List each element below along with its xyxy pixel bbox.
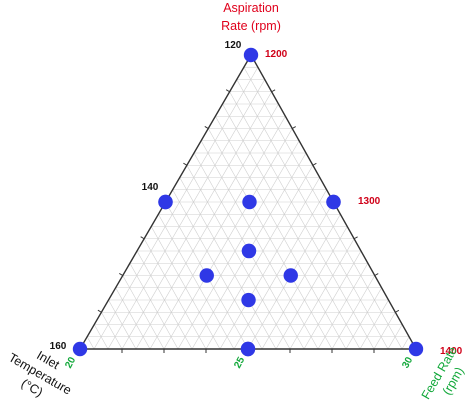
data-points: [72, 47, 424, 357]
bottom-axis-title: Feed Rate(rpm): [419, 344, 467, 402]
data-point: [158, 194, 173, 210]
grid-line: [101, 312, 123, 350]
left-edge-tick: [183, 162, 188, 166]
grid-line: [149, 116, 286, 350]
left-edge-tick: [119, 273, 124, 276]
right-edge-tick: [374, 273, 379, 276]
grid-line: [289, 238, 355, 350]
data-point: [199, 268, 214, 283]
grid-line: [401, 336, 410, 350]
left-edge-tick: [204, 126, 209, 129]
grid-line: [233, 189, 327, 350]
bottom-axis-tick-label: 30: [400, 355, 415, 370]
grid-line: [177, 140, 300, 350]
grid-line: [205, 165, 314, 350]
data-point: [408, 341, 424, 357]
grid-line: [186, 165, 291, 350]
tick-labels: 120 140 160 1200 1300 1400 20 25 30: [50, 40, 463, 370]
grid-line: [143, 238, 207, 350]
data-point: [241, 243, 257, 259]
right-edge-tick: [353, 236, 358, 240]
left-axis-tick-label: 140: [142, 182, 159, 193]
grid-line: [172, 189, 263, 350]
right-edge-tick: [292, 126, 296, 129]
grid-line: [373, 312, 396, 350]
grid-line: [236, 79, 389, 350]
data-point: [241, 292, 256, 308]
grid-line: [345, 287, 382, 350]
grid-line: [86, 336, 95, 350]
top-axis-tick-label: 1200: [265, 49, 288, 60]
data-point: [72, 341, 88, 357]
right-edge-tick: [395, 309, 400, 313]
top-axis-tick-label: 1300: [358, 196, 381, 207]
left-edge-tick: [140, 236, 145, 240]
data-point: [242, 194, 257, 210]
right-edge-tick: [312, 162, 317, 166]
bottom-axis-tick-label: 20: [63, 355, 78, 370]
data-point: [240, 341, 256, 357]
tick-marks: [97, 89, 400, 353]
grid-line: [222, 103, 361, 350]
bottom-axis-tick-label: 25: [232, 355, 247, 370]
grid-line: [243, 67, 403, 350]
grid-line: [229, 91, 375, 350]
top-axis-title-line: Rate (rpm): [221, 19, 281, 33]
grid-line: [129, 263, 179, 350]
top-axis-tick-label: 1400: [440, 346, 463, 357]
left-axis-tick-label: 160: [50, 341, 67, 352]
data-point: [283, 268, 298, 283]
grid-line: [215, 116, 347, 350]
grid-line: [158, 214, 235, 350]
left-axis-tick-label: 120: [225, 40, 242, 51]
data-point: [326, 194, 341, 210]
right-edge-tick: [271, 89, 276, 93]
chart-grid: [86, 66, 410, 350]
grid-line: [261, 214, 341, 350]
top-axis-title-line: Aspiration: [223, 1, 279, 15]
left-edge-tick: [97, 309, 102, 313]
grid-line: [317, 263, 369, 350]
left-edge-tick: [225, 89, 230, 93]
grid-line: [115, 287, 151, 350]
grid-line: [121, 91, 272, 350]
grid-line: [93, 67, 259, 350]
data-point: [243, 47, 259, 63]
grid-line: [200, 140, 319, 350]
